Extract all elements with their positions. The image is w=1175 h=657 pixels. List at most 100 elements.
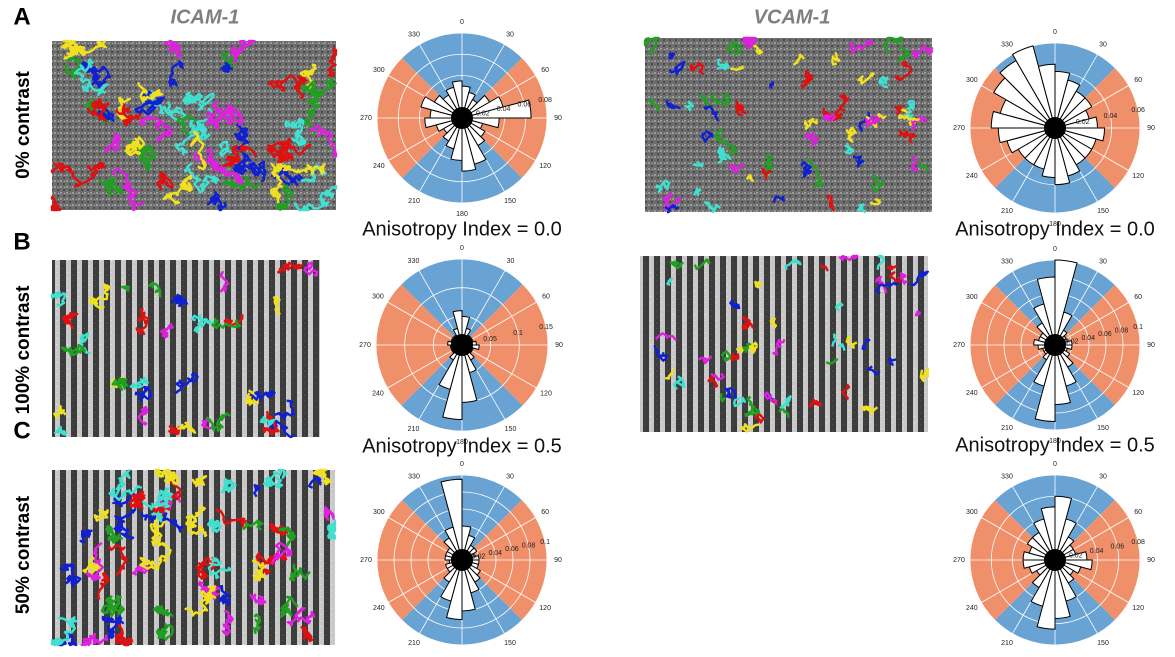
r-tick-label: 0.06	[1111, 544, 1125, 551]
theta-tick-label: 210	[408, 426, 420, 433]
theta-tick-label: 150	[505, 426, 517, 433]
caption: Anisotropy Index = 0.5	[362, 435, 562, 457]
theta-tick-label: 240	[966, 390, 978, 397]
track	[824, 115, 835, 121]
theta-tick-label: 30	[506, 474, 514, 481]
r-tick-label: 0.1	[540, 539, 550, 546]
theta-tick-label: 90	[555, 342, 563, 349]
theta-tick-label: 30	[507, 258, 515, 265]
theta-tick-label: 30	[1099, 259, 1107, 266]
r-tick-label: 0.04	[1081, 335, 1095, 342]
theta-tick-label: 120	[540, 390, 552, 397]
theta-tick-label: 300	[373, 67, 385, 74]
r-tick-label: 0.1	[513, 330, 523, 337]
theta-tick-label: 90	[1147, 557, 1155, 564]
micrograph	[52, 260, 320, 437]
center-hub	[1044, 549, 1066, 571]
r-tick-label: 0.06	[1098, 331, 1112, 338]
theta-tick-label: 210	[408, 198, 420, 205]
track	[130, 492, 144, 509]
theta-tick-label: 330	[1001, 474, 1013, 481]
column-title: ICAM-1	[171, 6, 240, 28]
theta-tick-label: 300	[966, 77, 978, 84]
theta-tick-label: 150	[1097, 640, 1109, 647]
track	[731, 354, 738, 360]
theta-tick-label: 60	[1134, 77, 1142, 84]
r-tick-label: 0.08	[538, 97, 552, 104]
theta-tick-label: 60	[1134, 509, 1142, 516]
theta-tick-label: 120	[1132, 390, 1144, 397]
r-tick-label: 0.04	[488, 550, 502, 557]
r-tick-label: 0.02	[1065, 338, 1079, 345]
theta-tick-label: 270	[359, 342, 371, 349]
r-tick-label: 0.06	[518, 102, 532, 109]
center-hub	[1044, 334, 1066, 356]
theta-tick-label: 240	[372, 390, 384, 397]
theta-tick-label: 270	[360, 557, 372, 564]
theta-tick-label: 210	[408, 640, 420, 647]
polar-chart: 03060901201501802102402703003300.020.040…	[953, 29, 1155, 240]
theta-tick-label: 270	[360, 115, 372, 122]
theta-tick-label: 330	[408, 474, 420, 481]
r-tick-label: 0.04	[1104, 113, 1118, 120]
theta-tick-label: 60	[542, 293, 550, 300]
theta-tick-label: 240	[373, 605, 385, 612]
theta-tick-label: 300	[966, 509, 978, 516]
r-tick-label: 0.02	[472, 553, 486, 560]
r-tick-label: 0.02	[1076, 119, 1090, 126]
r-tick-label: 0.08	[522, 543, 536, 550]
track	[669, 54, 674, 59]
caption: Anisotropy Index = 0.0	[955, 218, 1155, 240]
figure: A B C ICAM-1 VCAM-1 0% contrast 100% con…	[0, 0, 1175, 652]
theta-tick-label: 0	[460, 19, 464, 26]
theta-tick-label: 270	[953, 342, 965, 349]
theta-tick-label: 210	[1001, 640, 1013, 647]
theta-tick-label: 30	[1099, 42, 1107, 49]
center-hub	[1044, 117, 1066, 139]
panel-label: B	[13, 228, 30, 255]
r-tick-label: 0.02	[476, 110, 490, 117]
theta-tick-label: 0	[460, 461, 464, 468]
theta-tick-label: 330	[1001, 42, 1013, 49]
polar-chart: 03060901201501802102402703003300.020.040…	[953, 461, 1155, 652]
micrograph	[645, 38, 932, 212]
theta-tick-label: 30	[506, 32, 514, 39]
theta-tick-label: 60	[541, 67, 549, 74]
polar-chart: 03060901201501802102402703003300.020.040…	[360, 461, 562, 652]
center-hub	[451, 549, 473, 571]
caption: Anisotropy Index = 0.5	[955, 434, 1155, 456]
theta-tick-label: 210	[1001, 425, 1013, 432]
theta-tick-label: 120	[539, 163, 551, 170]
theta-tick-label: 300	[373, 509, 385, 516]
theta-tick-label: 120	[539, 605, 551, 612]
panel-label: C	[13, 417, 30, 444]
theta-tick-label: 90	[1147, 342, 1155, 349]
theta-tick-label: 240	[373, 163, 385, 170]
theta-tick-label: 90	[554, 557, 562, 564]
theta-tick-label: 150	[504, 640, 516, 647]
polar-chart: 03060901201501802102402703003300.050.10.…	[359, 245, 563, 457]
track	[912, 157, 917, 171]
column-title: VCAM-1	[754, 6, 831, 28]
theta-tick-label: 0	[1053, 29, 1057, 36]
r-tick-label: 0.06	[1131, 107, 1145, 114]
theta-tick-label: 90	[554, 115, 562, 122]
theta-tick-label: 120	[1132, 173, 1144, 180]
r-tick-label: 0.05	[483, 336, 497, 343]
theta-tick-label: 150	[504, 198, 516, 205]
r-tick-label: 0.08	[1115, 328, 1129, 335]
theta-tick-label: 240	[966, 173, 978, 180]
theta-tick-label: 300	[966, 294, 978, 301]
r-tick-label: 0.15	[539, 324, 553, 331]
theta-tick-label: 30	[1099, 474, 1107, 481]
theta-tick-label: 60	[541, 509, 549, 516]
polar-chart: 03060901201501802102402703003300.020.040…	[953, 246, 1155, 456]
theta-tick-label: 0	[1053, 246, 1057, 253]
r-tick-label: 0.04	[497, 106, 511, 113]
r-tick-label: 0.04	[1090, 548, 1104, 555]
polar-chart: 03060901201501802102402703003300.020.040…	[360, 19, 562, 240]
center-hub	[451, 334, 473, 356]
theta-tick-label: 330	[408, 258, 420, 265]
center-hub	[451, 107, 473, 129]
theta-tick-label: 330	[408, 32, 420, 39]
